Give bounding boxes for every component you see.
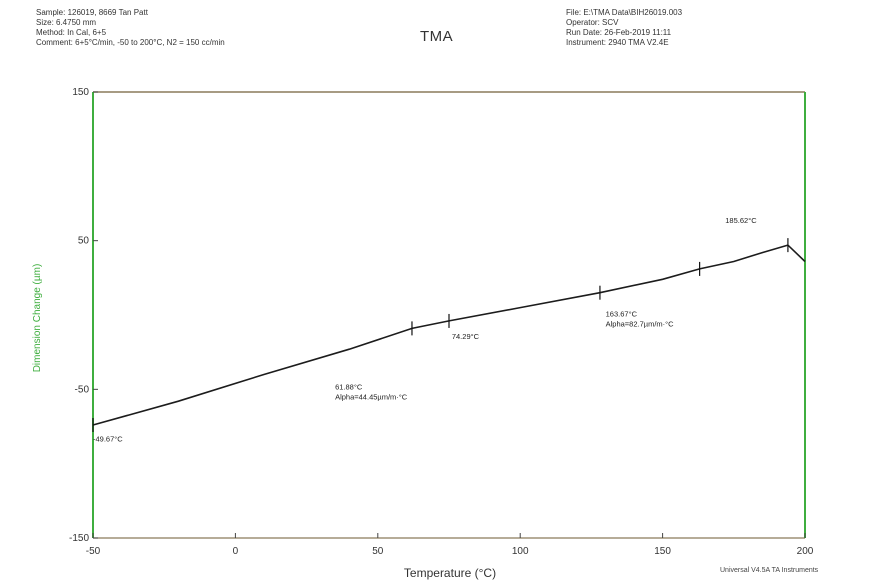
x-tick-label: 50	[372, 546, 384, 557]
y-tick-label: 50	[78, 236, 90, 247]
annotation-line: 61.88°C	[335, 382, 363, 391]
annotation-line: -49.67°C	[93, 434, 123, 443]
instrument-line: Instrument: 2940 TMA V2.4E	[566, 38, 669, 47]
annotation-line: 185.62°C	[725, 216, 757, 225]
run-date-line: Run Date: 26-Feb-2019 11:11	[566, 28, 672, 37]
x-tick-label: -50	[86, 546, 101, 557]
analysis-annotations: -49.67°C 74.29°C 61.88°C Alpha=44.45µm/m·°C…	[93, 216, 757, 444]
chart-title: TMA	[420, 28, 454, 45]
y-tick-label: -50	[75, 384, 90, 395]
data-curve	[92, 244, 806, 426]
y-axis-label: Dimension Change (µm)	[32, 264, 43, 373]
annotation-label: 61.88°C Alpha=44.45µm/m·°C	[335, 382, 408, 401]
comment-line: Comment: 6+5°C/min, -50 to 200°C, N2 = 1…	[36, 38, 225, 47]
file-line: File: E:\TMA Data\BIH26019.003	[566, 8, 683, 17]
axis-ticks: -50 0 50 100 150 200 -150 -50 50 150	[69, 87, 814, 557]
x-tick-label: 150	[654, 546, 671, 557]
y-tick-label: 150	[72, 87, 89, 98]
method-line: Method: In Cal, 6+5	[36, 28, 107, 37]
x-tick-label: 0	[233, 546, 239, 557]
x-tick-label: 100	[512, 546, 529, 557]
x-axis-label: Temperature (°C)	[404, 566, 496, 580]
run-info: File: E:\TMA Data\BIH26019.003 Operator:…	[566, 8, 682, 48]
analysis-markers	[92, 238, 789, 433]
plot-frame	[92, 91, 806, 539]
sample-info: Sample: 126019, 8669 Tan Patt Size: 6.47…	[36, 8, 225, 48]
annotation-label: -49.67°C	[93, 434, 123, 443]
operator-line: Operator: SCV	[566, 18, 619, 27]
annotation-label: 74.29°C	[452, 332, 480, 341]
annotation-line: Alpha=44.45µm/m·°C	[335, 392, 408, 401]
software-version: Universal V4.5A TA Instruments	[720, 567, 819, 574]
annotation-line: 163.67°C	[606, 309, 638, 318]
y-tick-label: -150	[69, 533, 89, 544]
annotation-line: 74.29°C	[452, 332, 480, 341]
sample-line: Sample: 126019, 8669 Tan Patt	[36, 8, 148, 17]
x-tick-label: 200	[797, 546, 814, 557]
annotation-label: 163.67°C Alpha=82.7µm/m·°C	[606, 309, 675, 328]
series-line	[92, 244, 806, 426]
annotation-line: Alpha=82.7µm/m·°C	[606, 319, 675, 328]
size-line: Size: 6.4750 mm	[36, 18, 97, 27]
annotation-label: 185.62°C	[725, 216, 757, 225]
